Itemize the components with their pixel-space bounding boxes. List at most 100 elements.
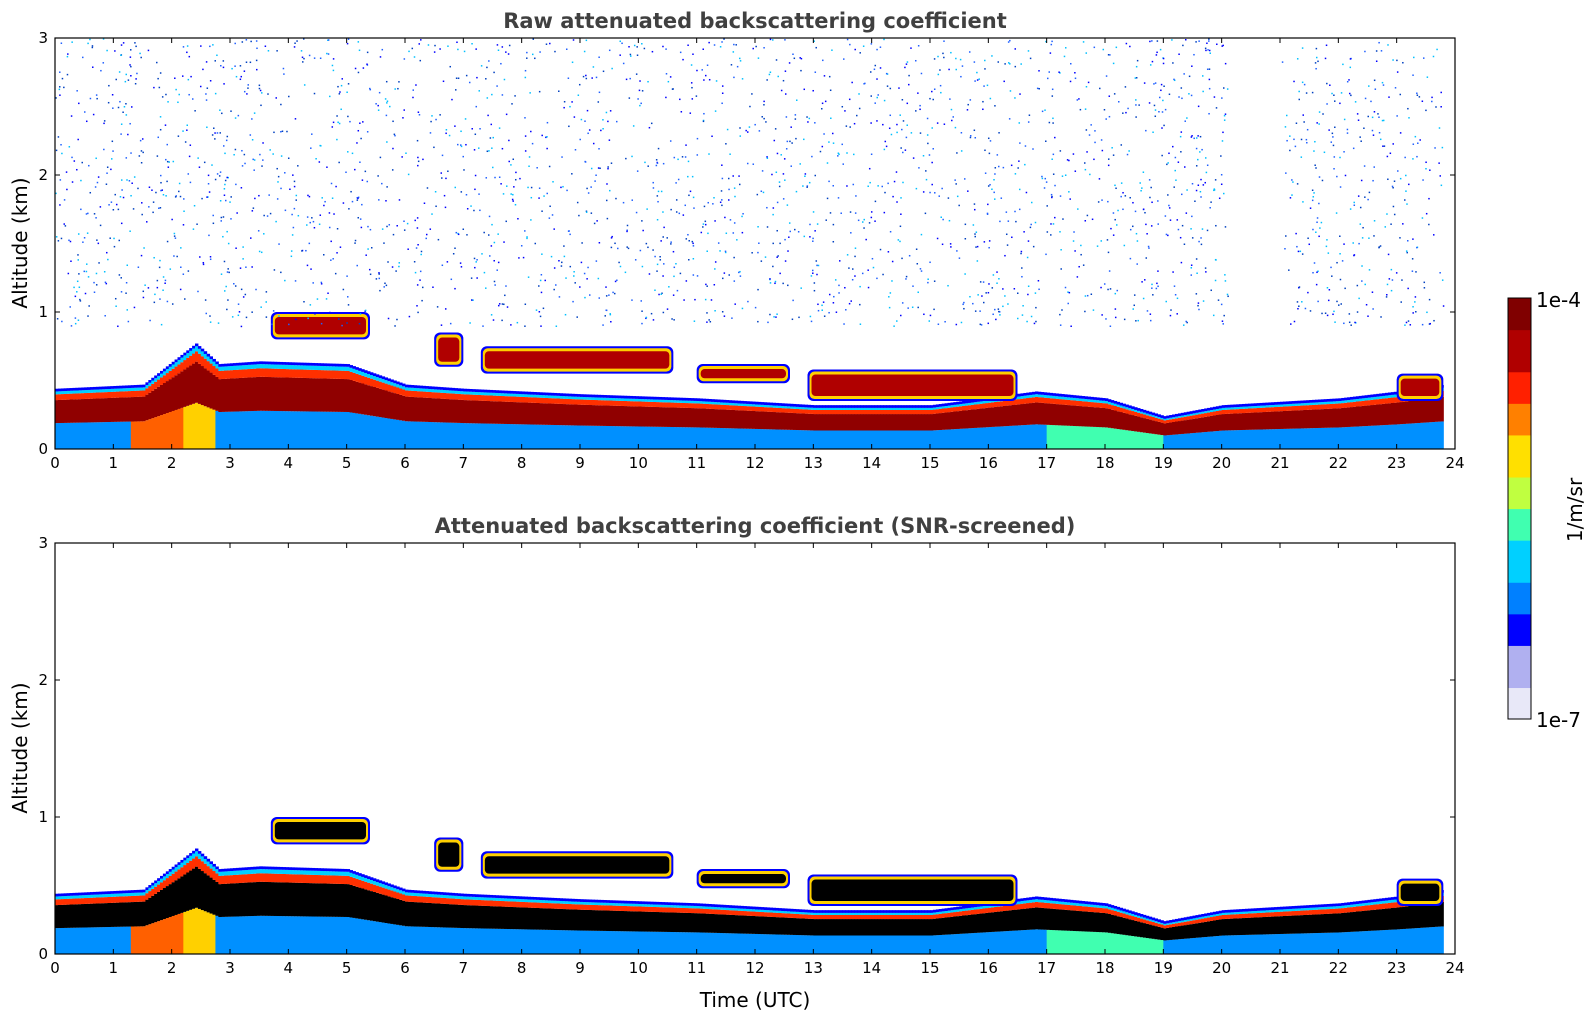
noise-pixel: [828, 75, 831, 78]
noise-pixel: [1020, 250, 1023, 253]
heatmap-cell: [1344, 407, 1348, 428]
noise-pixel: [513, 186, 515, 188]
heatmap-cell: [340, 366, 345, 371]
noise-pixel: [1226, 88, 1229, 90]
heatmap-cell: [340, 411, 345, 449]
noise-pixel: [1123, 244, 1126, 247]
noise-pixel: [993, 178, 995, 181]
noise-pixel: [1357, 195, 1360, 197]
noise-pixel: [1109, 325, 1112, 327]
noise-pixel: [120, 123, 123, 125]
heatmap-cell: [495, 423, 499, 449]
heatmap-cell: [419, 385, 423, 389]
heatmap-cell: [734, 428, 738, 449]
noise-pixel: [915, 187, 918, 190]
noise-pixel: [683, 299, 685, 301]
noise-pixel: [1356, 113, 1359, 115]
heatmap-cell: [825, 405, 829, 408]
heatmap-cell: [801, 409, 806, 414]
noise-pixel: [1008, 118, 1011, 120]
noise-pixel: [354, 168, 356, 171]
noise-pixel: [586, 187, 588, 190]
heatmap-cell: [944, 408, 948, 413]
noise-pixel: [1195, 165, 1198, 167]
heatmap-cell: [687, 407, 692, 428]
heatmap-cell: [550, 392, 555, 396]
heatmap-cell: [448, 393, 453, 400]
noise-pixel: [125, 114, 128, 116]
noise-pixel: [367, 225, 369, 228]
heatmap-cell: [337, 378, 342, 412]
noise-pixel: [1054, 184, 1056, 187]
heatmap-cell: [294, 369, 298, 378]
heatmap-cell: [1361, 426, 1366, 449]
noise-pixel: [776, 229, 778, 232]
heatmap-cell: [521, 394, 526, 397]
noise-pixel: [602, 128, 604, 130]
heatmap-cell: [1233, 407, 1237, 410]
heatmap-cell: [60, 391, 65, 395]
noise-pixel: [1162, 99, 1164, 102]
noise-pixel: [1393, 180, 1396, 182]
noise-pixel: [1422, 57, 1425, 59]
heatmap-cell: [1347, 397, 1351, 401]
heatmap-cell: [232, 411, 237, 449]
noise-pixel: [205, 99, 208, 101]
noise-pixel: [848, 302, 851, 305]
noise-pixel: [505, 220, 507, 223]
heatmap-cell: [790, 406, 794, 409]
noise-pixel: [1343, 322, 1345, 325]
heatmap-cell: [900, 409, 905, 415]
noise-pixel: [803, 88, 806, 91]
heatmap-cell: [737, 410, 741, 429]
noise-pixel: [960, 321, 963, 324]
noise-pixel: [773, 139, 776, 142]
heatmap-cell: [720, 409, 724, 429]
noise-pixel: [60, 143, 62, 146]
heatmap-cell: [57, 394, 62, 400]
heatmap-cell: [650, 399, 654, 402]
heatmap-cell: [868, 430, 873, 449]
noise-pixel: [845, 309, 847, 311]
noise-pixel: [230, 196, 232, 198]
heatmap-cell: [195, 346, 199, 352]
noise-pixel: [1439, 175, 1441, 177]
noise-pixel: [316, 298, 319, 300]
heatmap-cell: [626, 426, 631, 449]
noise-pixel: [1135, 320, 1137, 322]
noise-pixel: [607, 167, 609, 170]
noise-pixel: [984, 68, 986, 70]
noise-pixel: [804, 173, 807, 175]
heatmap-cell: [967, 400, 972, 403]
noise-pixel: [1348, 313, 1351, 315]
heatmap-cell: [775, 405, 779, 408]
heatmap-cell: [317, 365, 321, 371]
noise-pixel: [580, 261, 583, 264]
heatmap-cell: [302, 365, 307, 370]
noise-pixel: [1059, 313, 1061, 316]
heatmap-cell: [547, 392, 552, 396]
noise-pixel: [742, 213, 744, 215]
heatmap-cell: [553, 392, 558, 396]
noise-pixel: [417, 164, 419, 167]
heatmap-cell: [1160, 417, 1164, 420]
noise-pixel: [1093, 158, 1095, 161]
noise-pixel: [994, 105, 996, 107]
heatmap-cell: [585, 399, 590, 405]
heatmap-cell: [722, 404, 727, 410]
noise-pixel: [226, 176, 228, 179]
noise-pixel: [137, 266, 140, 268]
heatmap-cell: [702, 401, 706, 404]
heatmap-cell: [953, 429, 957, 449]
noise-pixel: [1214, 258, 1217, 261]
noise-pixel: [789, 230, 791, 233]
noise-pixel: [1176, 297, 1179, 300]
noise-pixel: [1195, 147, 1198, 150]
heatmap-cell: [300, 365, 304, 370]
heatmap-cell: [1011, 425, 1016, 449]
heatmap-cell: [635, 426, 639, 449]
heatmap-cell: [1072, 397, 1077, 401]
noise-pixel: [810, 320, 813, 323]
noise-pixel: [662, 211, 664, 213]
heatmap-cell: [985, 427, 989, 449]
